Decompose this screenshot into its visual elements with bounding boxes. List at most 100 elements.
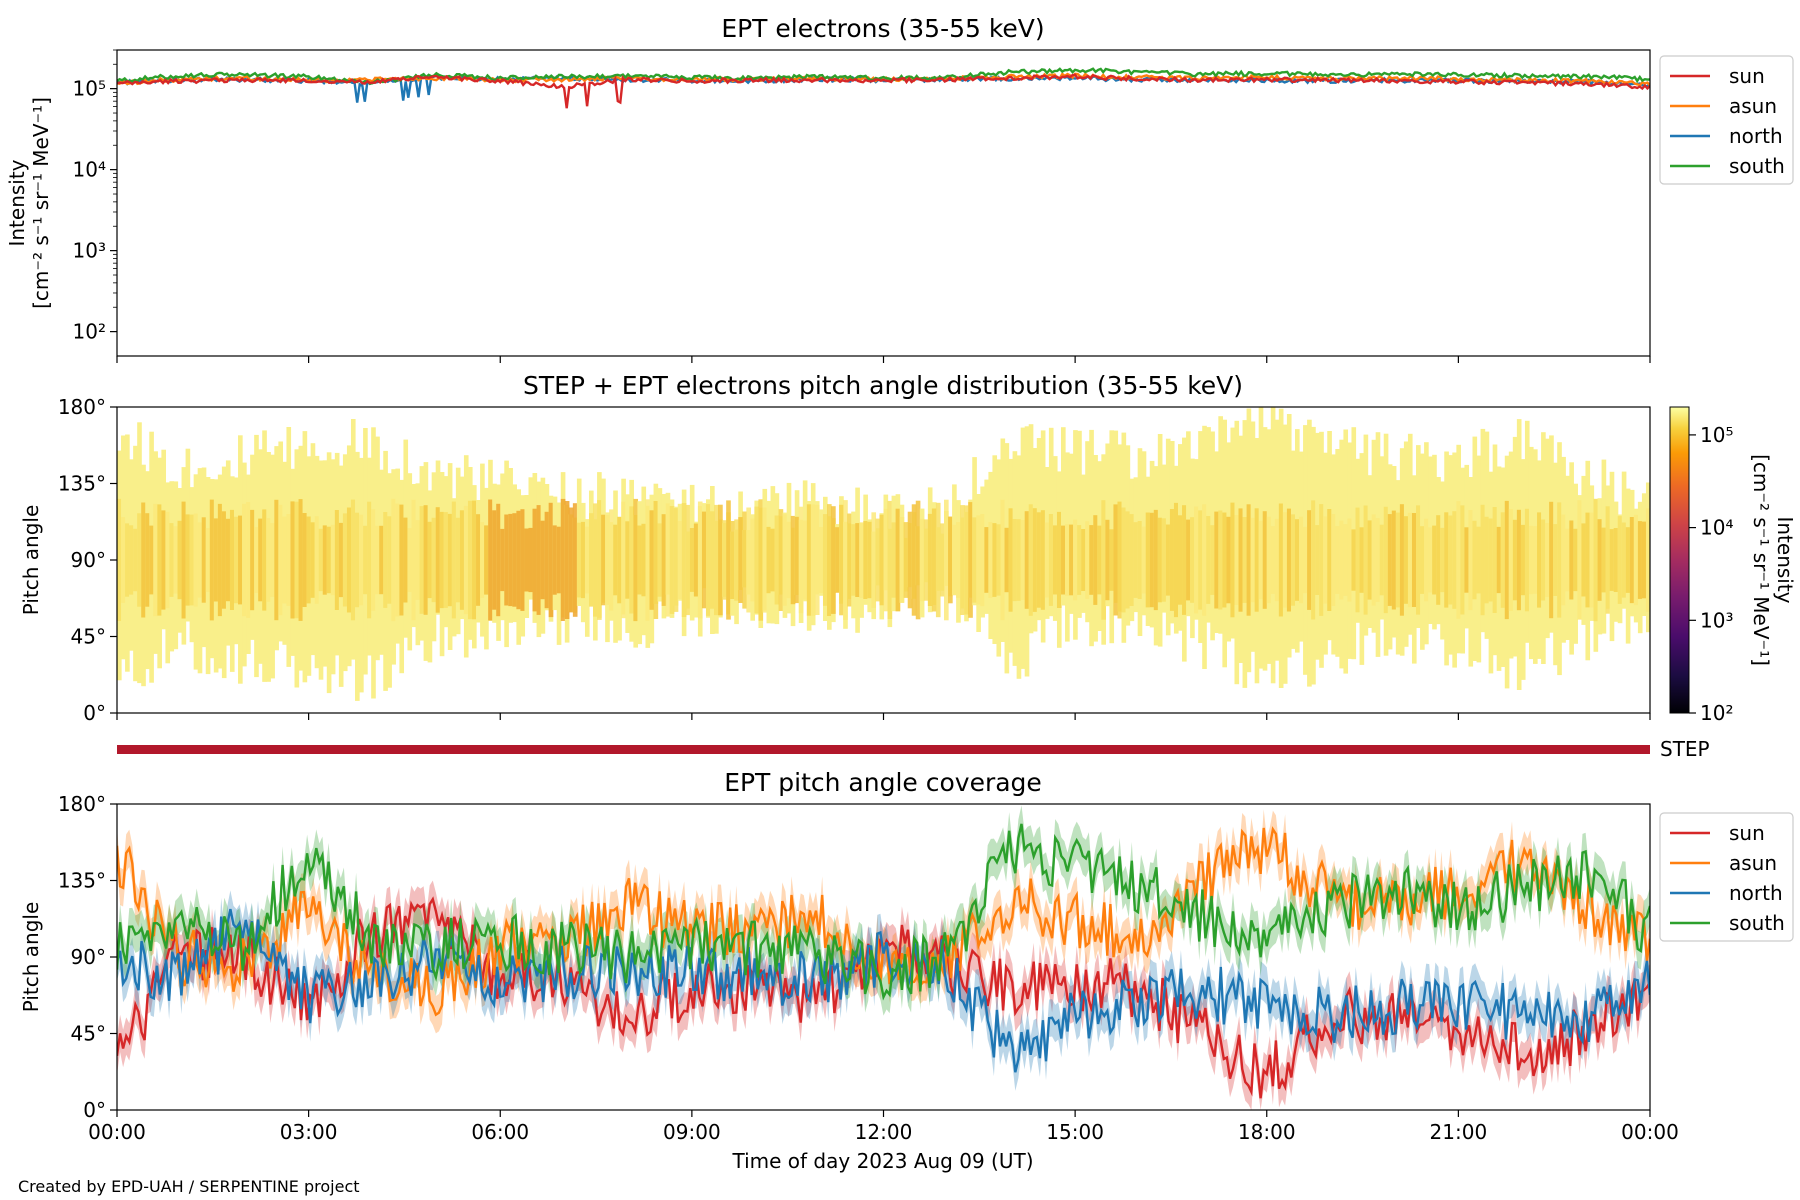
heatmap-cell	[1355, 507, 1361, 613]
heatmap-cell	[1545, 523, 1550, 597]
heatmap-cell	[1379, 524, 1385, 596]
heatmap-cell	[1137, 521, 1143, 599]
heatmap-cell	[705, 504, 711, 616]
heatmap-cell	[189, 514, 195, 606]
heatmap-cell	[931, 508, 937, 612]
heatmap-cell	[157, 504, 162, 616]
heatmap-cell	[1617, 516, 1623, 604]
panel4-title: EPT pitch angle coverage	[724, 768, 1042, 797]
heatmap-cell	[1347, 518, 1353, 602]
heatmap-cell	[504, 514, 509, 606]
heatmap-cell	[927, 513, 933, 606]
colorbar-tick-label: 10³	[1700, 608, 1733, 632]
heatmap-cell	[173, 526, 179, 594]
heatmap-cell	[278, 504, 283, 616]
panel1-ylabel-line2: [cm⁻² s⁻¹ sr⁻¹ MeV⁻¹]	[29, 97, 53, 309]
heatmap-cell	[508, 513, 513, 607]
heatmap-cell	[472, 500, 477, 620]
y-tick-label: 135°	[58, 869, 106, 893]
heatmap-cell	[1173, 502, 1179, 618]
heatmap-cell	[1254, 508, 1260, 612]
heatmap-cell	[1202, 504, 1207, 616]
heatmap-cell	[956, 522, 961, 598]
heatmap-cell	[794, 516, 800, 604]
heatmap-cell	[1601, 527, 1607, 593]
heatmap-cell	[1468, 510, 1474, 611]
heatmap-cell	[750, 518, 755, 602]
heatmap-cell	[1093, 515, 1098, 605]
heatmap-cell	[1577, 500, 1583, 620]
heatmap-cell	[1218, 510, 1223, 610]
heatmap-cell	[431, 517, 437, 603]
heatmap-cell	[952, 524, 957, 596]
heatmap-cell	[1399, 504, 1405, 616]
heatmap-cell	[367, 501, 372, 619]
heatmap-cell	[1032, 508, 1038, 612]
heatmap-cell	[532, 508, 538, 612]
heatmap-cell	[258, 518, 263, 602]
heatmap-cell	[225, 518, 231, 602]
heatmap-cell	[359, 514, 364, 606]
heatmap-cell	[693, 523, 699, 597]
heatmap-cell	[552, 525, 558, 595]
y-tick-label: 0°	[83, 1098, 106, 1122]
legend-label-south: south	[1729, 911, 1785, 935]
heatmap-cell	[863, 521, 868, 599]
heatmap-cell	[746, 507, 751, 613]
heatmap-cell	[1246, 504, 1252, 616]
panel4-legend: sun asun north south	[1659, 812, 1794, 942]
heatmap-cell	[145, 513, 150, 607]
heatmap-cell	[1492, 507, 1498, 613]
series-band-asun	[117, 809, 1650, 1034]
heatmap-cell	[391, 498, 396, 622]
heatmap-cell	[875, 518, 881, 602]
panel2-title: STEP + EPT electrons pitch angle distrib…	[523, 371, 1243, 400]
y-tick-label: 180°	[58, 792, 106, 816]
heatmap-cell	[1335, 526, 1340, 594]
heatmap-cell	[697, 501, 703, 619]
heatmap-cell	[1169, 509, 1175, 611]
heatmap-cell	[1262, 511, 1268, 609]
heatmap-cell	[326, 526, 332, 594]
heatmap-cell	[221, 511, 227, 609]
heatmap-cell	[193, 513, 199, 607]
heatmap-cell	[1383, 506, 1389, 614]
heatmap-cell	[1081, 529, 1086, 591]
heatmap-cell	[1065, 524, 1070, 596]
heatmap-cell	[1028, 504, 1034, 616]
heatmap-cell	[201, 517, 207, 603]
heatmap-cell	[1121, 507, 1127, 613]
heatmap-cell	[1428, 527, 1433, 593]
heatmap-cell	[1161, 518, 1167, 602]
heatmap-cell	[205, 528, 211, 592]
heatmap-cell	[1113, 504, 1119, 616]
heatmap-cell	[1569, 520, 1574, 600]
panel1-y-axis: 10² 10³ 10⁴ 10⁵	[73, 49, 117, 344]
heatmap-cell	[665, 503, 671, 617]
heatmap-cell	[601, 514, 606, 606]
heatmap-cell	[911, 504, 917, 616]
heatmap-cell	[451, 501, 457, 619]
heatmap-cell	[1557, 502, 1562, 618]
panel4-plot-area	[117, 805, 1650, 1110]
heatmap-cell	[778, 509, 784, 611]
panel1-x-axis	[116, 356, 1651, 363]
heatmap-cell	[944, 499, 949, 621]
heatmap-cell	[415, 520, 421, 600]
heatmap-cell	[1258, 520, 1264, 600]
panel1-plot-area	[117, 67, 1650, 109]
x-tick-label: 00:00	[1621, 1120, 1679, 1144]
heatmap-cell	[1290, 514, 1296, 606]
heatmap-cell	[770, 528, 776, 592]
heatmap-cell	[1105, 519, 1111, 601]
x-tick-label: 21:00	[1430, 1120, 1488, 1144]
heatmap-cell	[1165, 524, 1171, 596]
heatmap-cell	[907, 511, 913, 609]
heatmap-cell	[625, 521, 630, 599]
heatmap-cell	[246, 502, 251, 618]
step-bar-label: STEP	[1660, 737, 1710, 761]
heatmap-cell	[290, 501, 296, 619]
heatmap-cell	[572, 503, 578, 617]
legend-label-sun: sun	[1729, 64, 1765, 88]
panel1-title: EPT electrons (35-55 keV)	[721, 14, 1044, 43]
